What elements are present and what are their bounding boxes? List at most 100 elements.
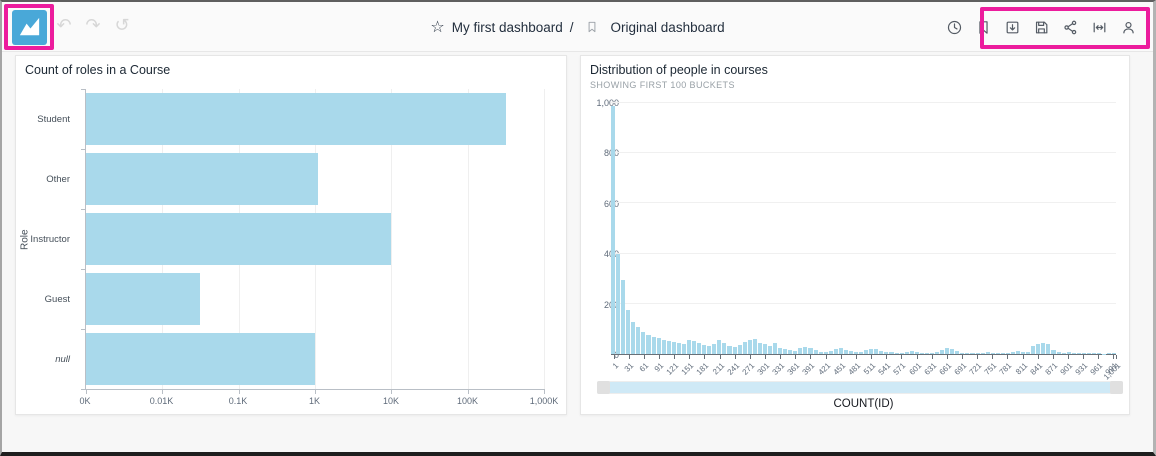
hist-bucket-39[interactable]	[803, 346, 808, 354]
hist-bucket-34[interactable]	[778, 347, 783, 354]
hist-bucket-95[interactable]	[1086, 352, 1091, 354]
undo-icon[interactable]: ↶	[56, 15, 72, 36]
hist-bucket-87[interactable]	[1046, 343, 1051, 354]
hist-bucket-68[interactable]	[950, 348, 955, 354]
hist-bucket-93[interactable]	[1076, 353, 1081, 354]
hist-bucket-30[interactable]	[757, 342, 762, 354]
hist-bucket-63[interactable]	[924, 352, 929, 354]
hist-bucket-7[interactable]	[641, 331, 646, 354]
bar-other[interactable]	[86, 153, 319, 205]
bar-guest[interactable]	[86, 273, 200, 325]
hist-bucket-4[interactable]	[626, 310, 631, 354]
hist-bucket-99[interactable]	[1107, 353, 1112, 354]
hist-bucket-17[interactable]	[692, 341, 697, 354]
hist-bucket-15[interactable]	[681, 343, 686, 354]
hist-bucket-73[interactable]	[975, 353, 980, 354]
hist-bucket-85[interactable]	[1036, 344, 1041, 354]
share-icon[interactable]	[1062, 19, 1079, 36]
hist-bucket-96[interactable]	[1091, 353, 1096, 354]
scrollbar-right-handle[interactable]	[1110, 381, 1123, 394]
hist-bucket-100[interactable]	[1112, 352, 1117, 354]
hist-bucket-3[interactable]	[621, 279, 626, 354]
hist-bucket-48[interactable]	[848, 351, 853, 354]
hist-bucket-49[interactable]	[854, 352, 859, 354]
hist-bucket-46[interactable]	[838, 348, 843, 354]
hist-bucket-94[interactable]	[1081, 353, 1086, 354]
hist-bucket-5[interactable]	[631, 321, 636, 354]
hist-bucket-66[interactable]	[940, 349, 945, 354]
hist-bucket-86[interactable]	[1041, 342, 1046, 354]
bookmark-icon[interactable]	[975, 19, 992, 36]
scrollbar-left-handle[interactable]	[597, 381, 610, 394]
hist-bucket-38[interactable]	[798, 347, 803, 354]
hist-bucket-33[interactable]	[773, 342, 778, 354]
hist-bucket-13[interactable]	[671, 341, 676, 354]
save-icon[interactable]	[1033, 19, 1050, 36]
hist-bucket-31[interactable]	[762, 344, 767, 354]
redo-icon[interactable]: ↷	[85, 15, 101, 36]
hist-bucket-88[interactable]	[1051, 350, 1056, 354]
hist-bucket-74[interactable]	[980, 352, 985, 354]
hist-bucket-19[interactable]	[702, 345, 707, 354]
reset-icon[interactable]: ↺	[114, 15, 130, 36]
hist-bucket-56[interactable]	[889, 352, 894, 354]
favorite-star-icon[interactable]: ☆	[430, 17, 445, 36]
hist-bucket-32[interactable]	[767, 346, 772, 354]
hist-bucket-27[interactable]	[742, 342, 747, 354]
hist-bucket-75[interactable]	[985, 352, 990, 354]
hist-bucket-54[interactable]	[879, 350, 884, 354]
bar-null[interactable]	[86, 333, 315, 385]
hist-bucket-36[interactable]	[788, 350, 793, 354]
hist-bucket-67[interactable]	[945, 348, 950, 354]
hist-bucket-14[interactable]	[676, 342, 681, 354]
histogram-range-scrollbar[interactable]	[597, 381, 1123, 394]
hist-bucket-79[interactable]	[1005, 352, 1010, 354]
hist-bucket-42[interactable]	[818, 351, 823, 354]
hist-bucket-29[interactable]	[752, 338, 757, 354]
hist-bucket-91[interactable]	[1066, 351, 1071, 354]
quicksight-logo[interactable]	[12, 10, 47, 45]
hist-bucket-35[interactable]	[783, 349, 788, 354]
hist-bucket-69[interactable]	[955, 351, 960, 354]
fit-width-icon[interactable]	[1091, 19, 1108, 36]
hist-bucket-8[interactable]	[646, 334, 651, 354]
hist-bucket-83[interactable]	[1026, 352, 1031, 354]
hist-bucket-43[interactable]	[823, 352, 828, 354]
export-icon[interactable]	[1004, 19, 1021, 36]
bar-student[interactable]	[86, 93, 506, 145]
hist-bucket-10[interactable]	[656, 338, 661, 354]
hist-bucket-92[interactable]	[1071, 352, 1076, 354]
hist-bucket-82[interactable]	[1021, 351, 1026, 354]
hist-bucket-9[interactable]	[651, 336, 656, 354]
hist-bucket-20[interactable]	[707, 346, 712, 354]
hist-bucket-80[interactable]	[1010, 352, 1015, 354]
hist-bucket-22[interactable]	[717, 340, 722, 354]
hist-bucket-45[interactable]	[833, 349, 838, 354]
hist-bucket-52[interactable]	[869, 348, 874, 354]
hist-bucket-40[interactable]	[808, 348, 813, 354]
hist-bucket-37[interactable]	[793, 351, 798, 354]
hist-bucket-98[interactable]	[1102, 353, 1107, 354]
hist-bucket-47[interactable]	[843, 349, 848, 354]
hist-bucket-89[interactable]	[1056, 352, 1061, 354]
hist-bucket-61[interactable]	[914, 351, 919, 354]
hist-bucket-1[interactable]	[611, 105, 616, 354]
hist-bucket-6[interactable]	[636, 327, 641, 354]
hist-bucket-97[interactable]	[1097, 353, 1102, 354]
hist-bucket-70[interactable]	[960, 352, 965, 354]
hist-bucket-26[interactable]	[737, 345, 742, 354]
hist-bucket-25[interactable]	[732, 346, 737, 354]
hist-bucket-78[interactable]	[1000, 353, 1005, 354]
hist-bucket-57[interactable]	[894, 352, 899, 354]
hist-bucket-21[interactable]	[712, 343, 717, 354]
hist-bucket-62[interactable]	[919, 352, 924, 354]
sheet-tab-original-dashboard[interactable]: Original dashboard	[610, 19, 725, 35]
hist-bucket-18[interactable]	[697, 342, 702, 354]
hist-bucket-53[interactable]	[874, 349, 879, 354]
hist-bucket-11[interactable]	[661, 339, 666, 354]
hist-bucket-24[interactable]	[727, 345, 732, 354]
user-icon[interactable]	[1120, 19, 1137, 36]
hist-bucket-64[interactable]	[929, 353, 934, 354]
hist-bucket-72[interactable]	[970, 353, 975, 354]
hist-bucket-51[interactable]	[864, 350, 869, 354]
